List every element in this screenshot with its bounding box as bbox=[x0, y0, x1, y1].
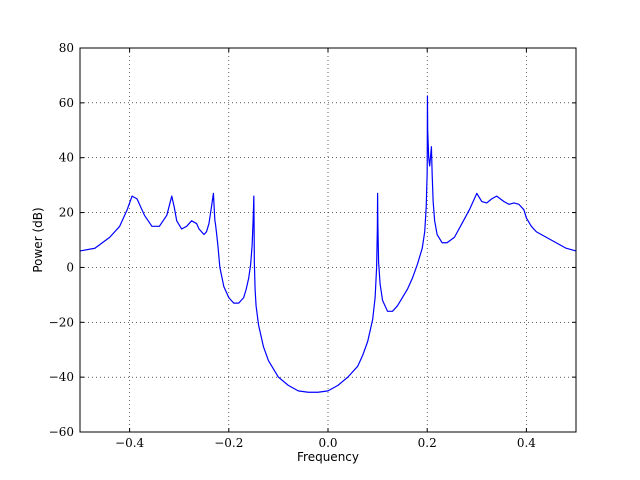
y-tick-label: 60 bbox=[59, 96, 74, 110]
grid-lines bbox=[80, 48, 576, 432]
y-tick-label: −40 bbox=[49, 370, 74, 384]
x-tick-labels: −0.4 −0.2 0.0 0.2 0.4 bbox=[115, 436, 536, 450]
y-tick-label: 40 bbox=[59, 151, 74, 165]
y-tick-label: 80 bbox=[59, 41, 74, 55]
y-tick-label: −20 bbox=[49, 315, 74, 329]
y-tick-labels: −60 −40 −20 0 20 40 60 80 bbox=[49, 41, 74, 439]
y-tick-label: 20 bbox=[59, 206, 74, 220]
plot-area bbox=[79, 95, 577, 393]
x-tick-label: 0.2 bbox=[418, 436, 437, 450]
x-axis-label: Frequency bbox=[297, 450, 359, 464]
y-tick-label: 0 bbox=[66, 260, 74, 274]
plot-frame bbox=[79, 47, 577, 433]
x-tick-label: 0.4 bbox=[517, 436, 536, 450]
x-tick-label: −0.2 bbox=[214, 436, 243, 450]
y-tick-label: −60 bbox=[49, 425, 74, 439]
spectrum-series-line bbox=[79, 95, 577, 393]
x-tick-label: −0.4 bbox=[115, 436, 145, 450]
x-tick-label: 0.0 bbox=[318, 436, 337, 450]
axis-ticks bbox=[80, 47, 576, 433]
y-axis-label: Power (dB) bbox=[31, 207, 45, 272]
